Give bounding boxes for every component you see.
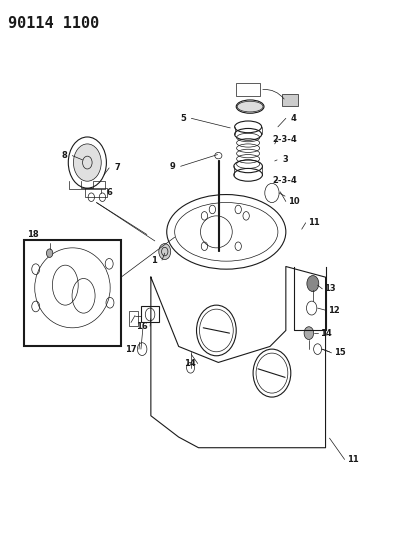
Circle shape [73, 144, 101, 181]
Text: 2-3-4: 2-3-4 [273, 135, 297, 144]
Text: 8: 8 [62, 151, 67, 160]
Text: 11: 11 [347, 455, 358, 464]
Text: 16: 16 [136, 322, 148, 330]
Text: 10: 10 [288, 197, 300, 206]
Text: 17: 17 [125, 345, 137, 353]
Circle shape [159, 244, 171, 260]
Text: 14: 14 [184, 359, 196, 368]
Text: 6: 6 [106, 189, 112, 197]
Text: 9: 9 [170, 162, 175, 171]
Bar [236, 83, 260, 96]
Bar [129, 311, 138, 326]
Text: 90114 1100: 90114 1100 [8, 16, 99, 31]
Text: 11: 11 [308, 219, 320, 227]
Text: 15: 15 [333, 349, 345, 357]
Text: 18: 18 [27, 230, 39, 239]
Bar [24, 240, 121, 346]
Text: 7: 7 [114, 164, 120, 172]
Text: 2-3-4: 2-3-4 [273, 176, 297, 184]
Text: 1: 1 [151, 256, 157, 264]
Bar [85, 188, 107, 197]
Text: 5: 5 [181, 114, 186, 123]
Bar [141, 306, 159, 322]
Text: 3: 3 [282, 156, 288, 164]
Circle shape [46, 249, 53, 257]
Text: 13: 13 [324, 285, 336, 293]
Text: 4: 4 [291, 114, 297, 123]
Text: 14: 14 [320, 329, 331, 337]
Bar [282, 94, 298, 106]
Circle shape [307, 276, 319, 292]
Ellipse shape [237, 101, 263, 112]
Text: 12: 12 [328, 306, 339, 314]
Circle shape [304, 327, 314, 340]
